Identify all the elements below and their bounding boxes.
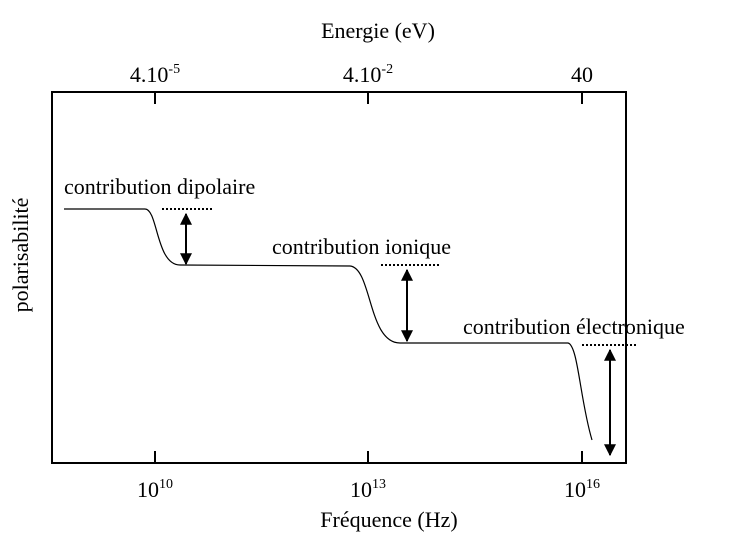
tick-base: 4.10 [343, 62, 382, 87]
tick-base: 10 [350, 477, 372, 502]
tick-base: 40 [571, 62, 593, 87]
tick-base: 4.10 [130, 62, 169, 87]
y-axis-label: polarisabilité [8, 198, 33, 313]
tick-exponent: 10 [159, 477, 173, 492]
frame [51, 91, 627, 464]
tick-label: 1010 [137, 477, 173, 502]
tick-exponent: -5 [168, 62, 180, 77]
annotation: contribution dipolaire [64, 174, 255, 199]
ticks [154, 92, 583, 463]
dotted-levels [162, 208, 636, 346]
annotation: contribution électronique [463, 314, 685, 339]
annotation: contribution ionique [272, 234, 451, 259]
tick-label: 1013 [350, 477, 386, 502]
tick-base: 10 [564, 477, 586, 502]
top-axis-label: Energie (eV) [321, 18, 435, 43]
tick-exponent: 13 [372, 477, 386, 492]
arrows [180, 212, 616, 457]
bottom-axis-label: Fréquence (Hz) [320, 507, 457, 532]
tick-label: 1016 [564, 477, 600, 502]
tick-label: 4.10-5 [130, 62, 180, 87]
tick-label: 4.10-2 [343, 62, 393, 87]
tick-exponent: -2 [381, 62, 393, 77]
tick-label: 40 [571, 62, 593, 87]
curve [64, 208, 593, 441]
tick-base: 10 [137, 477, 159, 502]
tick-exponent: 16 [586, 477, 600, 492]
